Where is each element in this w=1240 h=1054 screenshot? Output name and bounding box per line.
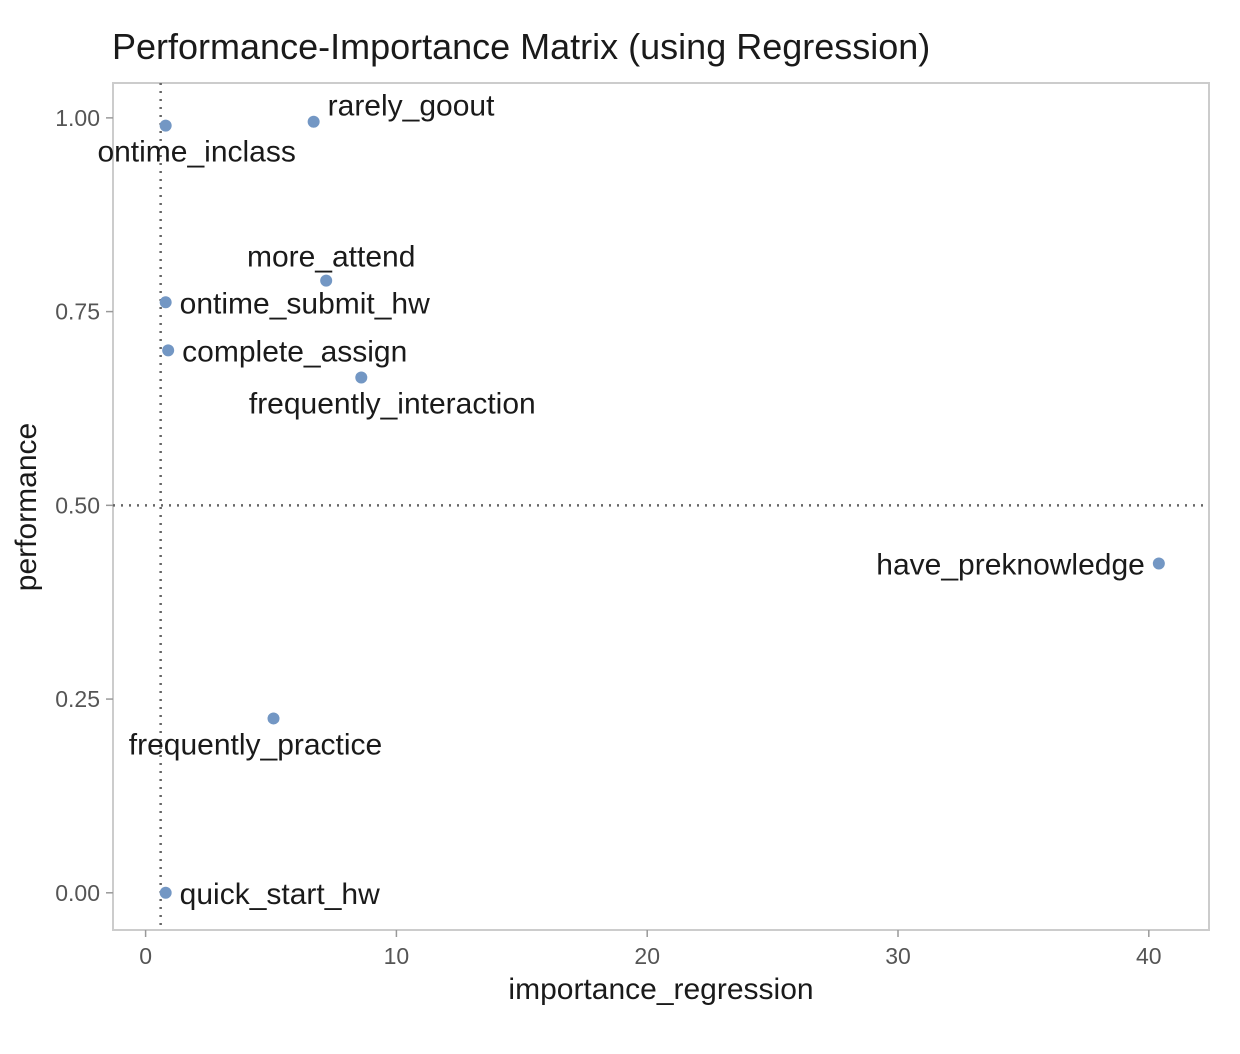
x-tick-label: 10 bbox=[384, 943, 410, 969]
data-point bbox=[267, 712, 280, 725]
y-tick-label: 1.00 bbox=[55, 105, 100, 131]
x-tick-label: 40 bbox=[1136, 943, 1162, 969]
plot-panel bbox=[112, 82, 1210, 931]
point-label: ontime_inclass bbox=[97, 136, 295, 169]
data-point bbox=[159, 119, 172, 132]
reference-lines bbox=[113, 83, 1209, 930]
x-axis: 0 10 20 30 40 bbox=[139, 930, 1162, 969]
y-tick-label: 0.50 bbox=[55, 492, 100, 518]
point-label: quick_start_hw bbox=[180, 878, 380, 911]
point-label: more_attend bbox=[247, 241, 415, 274]
y-axis: 0.00 0.25 0.50 0.75 1.00 bbox=[55, 105, 113, 906]
point-label: frequently_practice bbox=[129, 728, 382, 761]
data-point bbox=[320, 274, 333, 287]
data-point bbox=[355, 371, 368, 384]
y-tick-label: 0.25 bbox=[55, 686, 100, 712]
point-label: frequently_interaction bbox=[249, 387, 536, 420]
chart-title: Performance-Importance Matrix (using Reg… bbox=[112, 26, 930, 67]
data-point bbox=[1152, 557, 1165, 570]
x-tick-label: 30 bbox=[885, 943, 911, 969]
point-label: rarely_goout bbox=[328, 90, 495, 123]
point-label: ontime_submit_hw bbox=[180, 287, 430, 320]
data-point bbox=[162, 344, 175, 357]
x-tick-label: 20 bbox=[634, 943, 660, 969]
y-tick-label: 0.75 bbox=[55, 299, 100, 325]
x-axis-title: importance_regression bbox=[508, 973, 813, 1006]
y-axis-title: performance bbox=[10, 423, 43, 591]
y-tick-label: 0.00 bbox=[55, 880, 100, 906]
point-labels: rarely_goout ontime_inclass more_attendont… bbox=[97, 90, 1144, 911]
data-point bbox=[159, 296, 172, 309]
x-tick-label: 0 bbox=[139, 943, 152, 969]
data-point bbox=[307, 115, 320, 128]
point-label: have_preknowledge bbox=[876, 548, 1145, 581]
data-point bbox=[159, 886, 172, 899]
data-points bbox=[159, 115, 1165, 899]
point-label: complete_assign bbox=[182, 335, 407, 368]
